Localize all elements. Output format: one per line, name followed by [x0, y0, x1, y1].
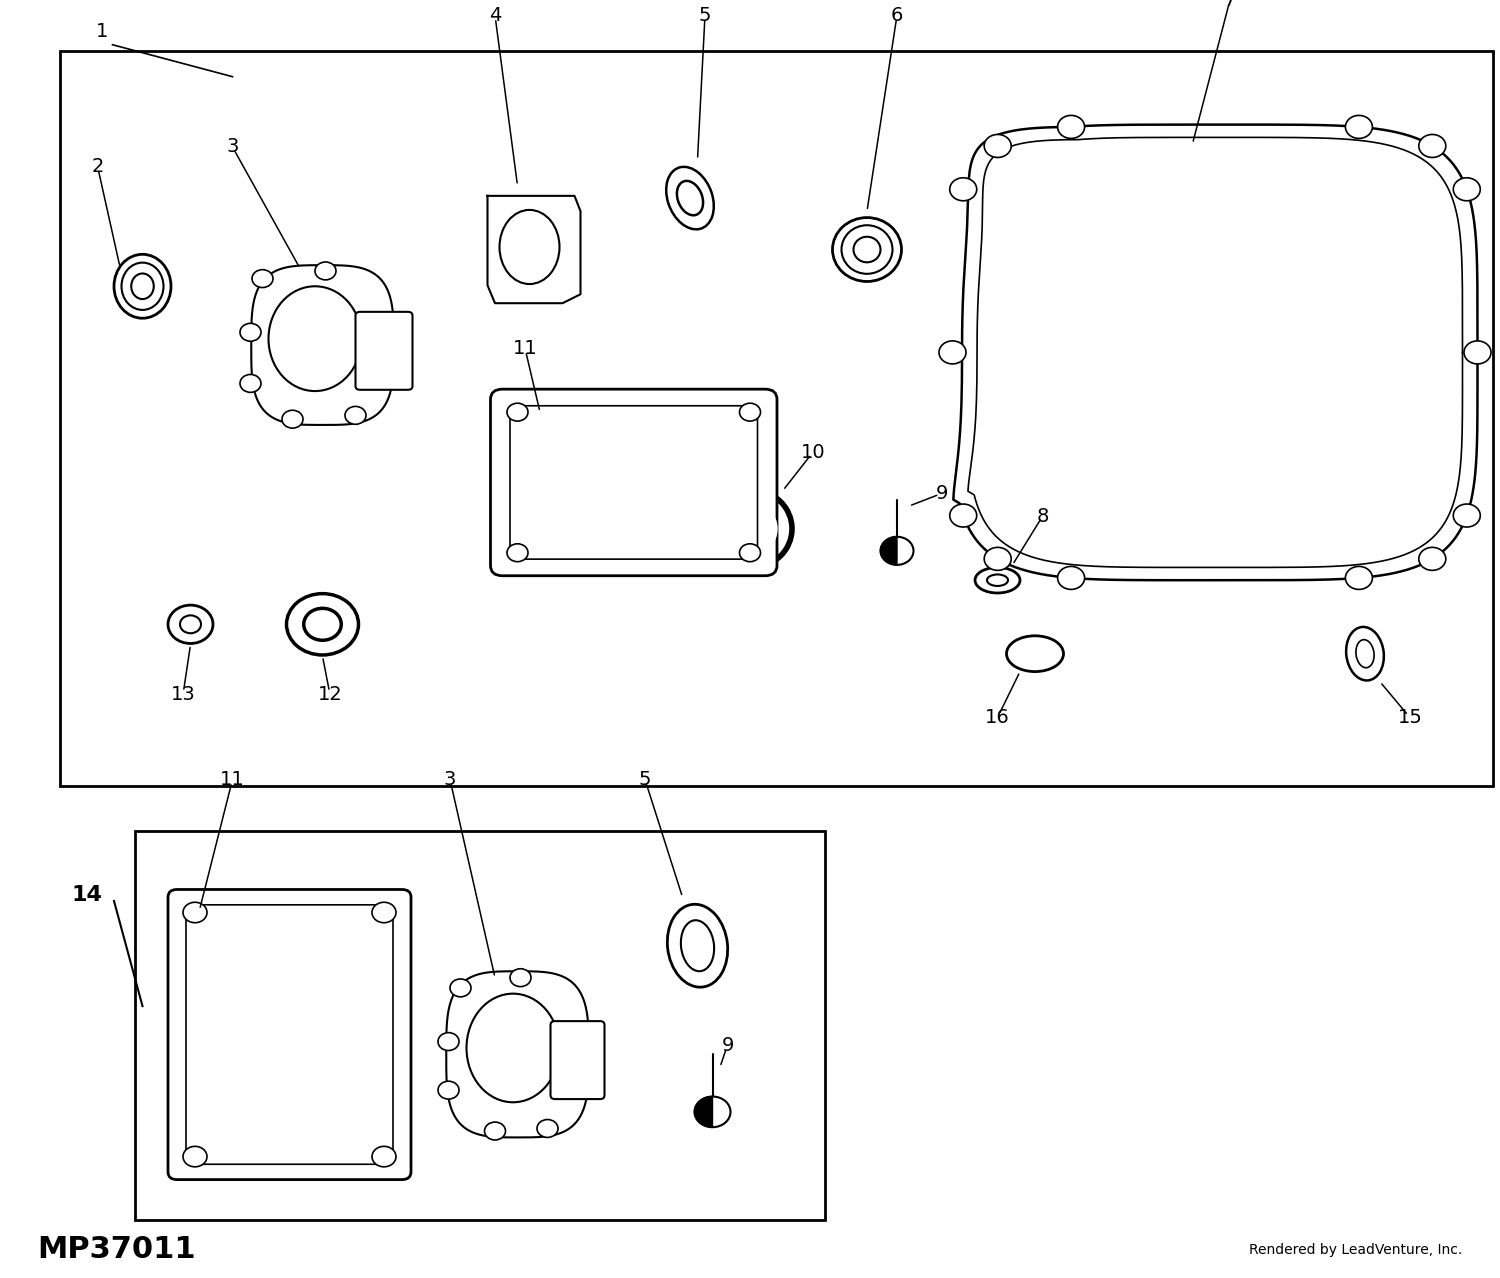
Text: 5: 5 [639, 771, 651, 789]
Ellipse shape [466, 994, 560, 1102]
Text: MP37011: MP37011 [38, 1236, 197, 1264]
Text: 11: 11 [220, 771, 245, 789]
Text: 5: 5 [699, 6, 711, 24]
Text: 11: 11 [513, 339, 537, 358]
Text: 15: 15 [1398, 708, 1422, 727]
FancyBboxPatch shape [168, 889, 411, 1180]
Circle shape [1058, 115, 1084, 138]
Circle shape [345, 406, 366, 424]
Circle shape [1419, 547, 1446, 570]
Ellipse shape [666, 167, 714, 229]
Circle shape [315, 262, 336, 280]
Text: 4: 4 [489, 6, 501, 24]
Ellipse shape [842, 225, 892, 273]
Ellipse shape [180, 615, 201, 633]
Circle shape [950, 504, 976, 527]
Circle shape [1058, 566, 1084, 589]
Circle shape [240, 374, 261, 392]
Text: 16: 16 [986, 708, 1010, 727]
Circle shape [510, 969, 531, 987]
Circle shape [1346, 566, 1372, 589]
Bar [135, 831, 825, 1220]
Ellipse shape [303, 608, 340, 640]
Circle shape [740, 403, 760, 422]
Ellipse shape [122, 262, 164, 309]
Polygon shape [447, 971, 588, 1137]
Text: 3: 3 [444, 771, 456, 789]
Circle shape [1346, 115, 1372, 138]
Circle shape [939, 341, 966, 364]
Polygon shape [954, 125, 1478, 580]
Ellipse shape [500, 210, 560, 284]
Text: 6: 6 [891, 6, 903, 24]
Circle shape [240, 323, 261, 341]
Text: 12: 12 [318, 685, 342, 704]
FancyBboxPatch shape [186, 905, 393, 1164]
Circle shape [183, 1146, 207, 1167]
Text: LEADVENTURE: LEADVENTURE [626, 631, 874, 659]
Text: 10: 10 [801, 442, 825, 461]
Ellipse shape [132, 273, 153, 299]
Ellipse shape [268, 286, 362, 391]
Polygon shape [252, 266, 393, 424]
Ellipse shape [729, 504, 777, 555]
Ellipse shape [853, 236, 880, 262]
Ellipse shape [694, 1097, 730, 1127]
Ellipse shape [880, 537, 914, 565]
Circle shape [1454, 504, 1480, 527]
Ellipse shape [975, 567, 1020, 593]
Text: 8: 8 [1036, 507, 1048, 525]
Text: 3: 3 [226, 138, 238, 156]
Ellipse shape [668, 905, 728, 987]
Ellipse shape [168, 604, 213, 643]
Ellipse shape [1007, 635, 1064, 672]
Circle shape [372, 1146, 396, 1167]
Ellipse shape [681, 920, 714, 971]
Ellipse shape [714, 491, 792, 567]
Text: 14: 14 [72, 884, 102, 905]
Circle shape [950, 178, 976, 201]
Ellipse shape [1356, 640, 1374, 667]
Text: 2: 2 [92, 157, 104, 175]
Polygon shape [488, 196, 580, 303]
Circle shape [1454, 178, 1480, 201]
Circle shape [507, 544, 528, 562]
Text: Rendered by LeadVenture, Inc.: Rendered by LeadVenture, Inc. [1250, 1243, 1462, 1256]
Circle shape [984, 134, 1011, 157]
FancyBboxPatch shape [356, 312, 413, 390]
FancyBboxPatch shape [510, 406, 758, 560]
Ellipse shape [833, 217, 902, 281]
Ellipse shape [1346, 627, 1384, 680]
Ellipse shape [676, 181, 703, 215]
Text: 7: 7 [1224, 0, 1236, 9]
Circle shape [183, 902, 207, 923]
Circle shape [438, 1033, 459, 1051]
FancyBboxPatch shape [550, 1021, 604, 1099]
Circle shape [537, 1120, 558, 1137]
Text: 9: 9 [936, 484, 948, 502]
Ellipse shape [286, 593, 358, 654]
FancyBboxPatch shape [490, 389, 777, 575]
Bar [60, 51, 1492, 786]
Circle shape [438, 1081, 459, 1099]
Text: 9: 9 [722, 1035, 734, 1054]
Polygon shape [717, 550, 753, 626]
Polygon shape [694, 1097, 712, 1127]
Polygon shape [880, 537, 897, 565]
Circle shape [372, 902, 396, 923]
Ellipse shape [987, 575, 1008, 585]
Circle shape [740, 544, 760, 562]
Circle shape [282, 410, 303, 428]
Circle shape [252, 270, 273, 288]
Circle shape [507, 403, 528, 422]
Ellipse shape [114, 254, 171, 318]
Text: 13: 13 [171, 685, 195, 704]
Circle shape [1419, 134, 1446, 157]
Circle shape [484, 1122, 506, 1140]
Circle shape [450, 979, 471, 997]
Circle shape [984, 547, 1011, 570]
Circle shape [1464, 341, 1491, 364]
Text: 1: 1 [96, 23, 108, 41]
